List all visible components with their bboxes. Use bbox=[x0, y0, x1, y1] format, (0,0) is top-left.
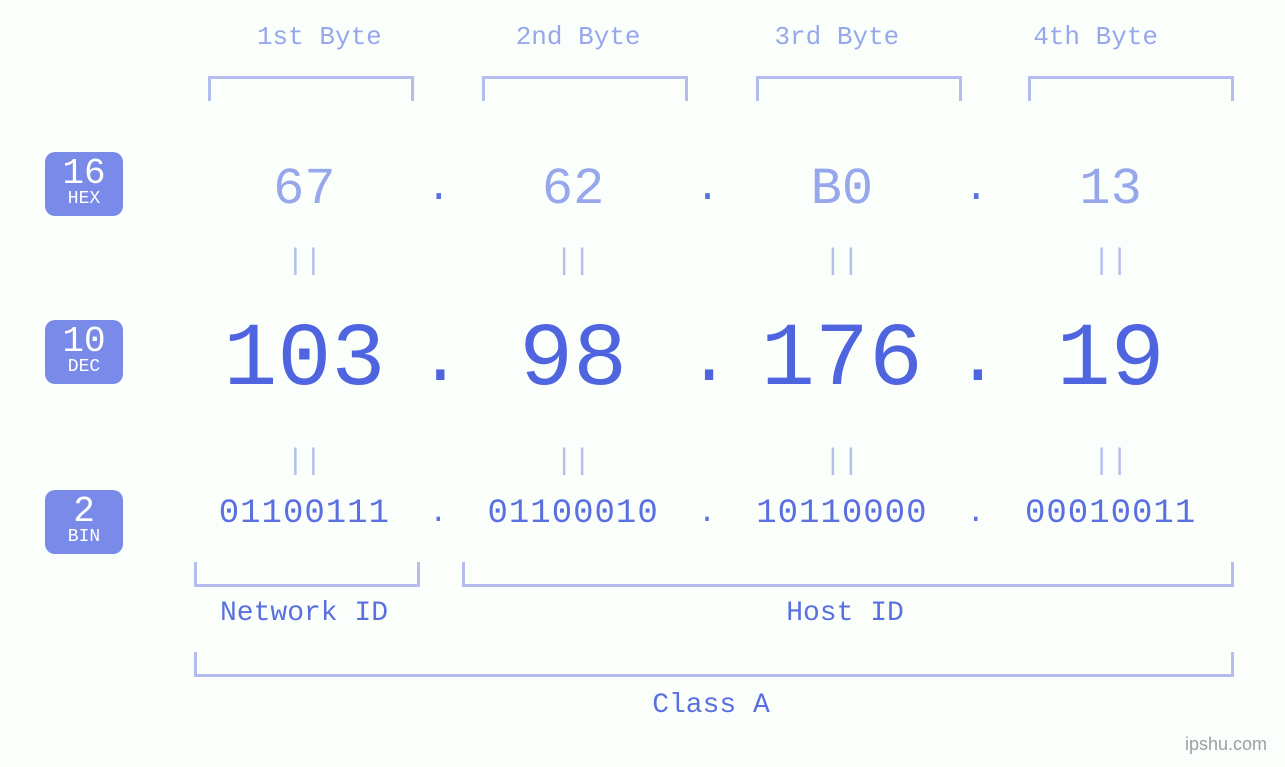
radix-base-dec: 10 bbox=[45, 324, 123, 360]
equals-row-dec-bin: || || || || bbox=[190, 445, 1225, 479]
dec-byte-3: 176 bbox=[728, 310, 957, 412]
dot-icon: . bbox=[688, 167, 728, 212]
equals-icon: || bbox=[459, 245, 688, 279]
equals-icon: || bbox=[459, 445, 688, 479]
radix-badge-dec: 10 DEC bbox=[45, 320, 123, 384]
dot-icon: . bbox=[419, 497, 459, 531]
dot-icon: . bbox=[688, 320, 728, 402]
class-bracket bbox=[194, 652, 1234, 677]
host-id-label: Host ID bbox=[462, 598, 1228, 629]
radix-badge-hex: 16 HEX bbox=[45, 152, 123, 216]
network-id-label: Network ID bbox=[194, 598, 414, 629]
byte-header-2: 2nd Byte bbox=[449, 22, 708, 52]
equals-icon: || bbox=[996, 245, 1225, 279]
hex-byte-3: B0 bbox=[728, 160, 957, 219]
byte-bracket-4 bbox=[1028, 76, 1234, 101]
radix-base-bin: 2 bbox=[45, 494, 123, 530]
bin-byte-1: 01100111 bbox=[190, 495, 419, 533]
dot-icon: . bbox=[956, 167, 996, 212]
hex-byte-4: 13 bbox=[996, 160, 1225, 219]
dot-icon: . bbox=[688, 497, 728, 531]
dec-byte-4: 19 bbox=[996, 310, 1225, 412]
dot-icon: . bbox=[419, 320, 459, 402]
equals-icon: || bbox=[728, 245, 957, 279]
radix-badge-bin: 2 BIN bbox=[45, 490, 123, 554]
watermark: ipshu.com bbox=[1185, 734, 1267, 755]
dot-icon: . bbox=[956, 497, 996, 531]
radix-label-hex: HEX bbox=[45, 190, 123, 208]
bin-byte-3: 10110000 bbox=[728, 495, 957, 533]
hex-byte-2: 62 bbox=[459, 160, 688, 219]
byte-headers-row: 1st Byte 2nd Byte 3rd Byte 4th Byte bbox=[190, 22, 1225, 52]
byte-header-4: 4th Byte bbox=[966, 22, 1225, 52]
bin-byte-2: 01100010 bbox=[459, 495, 688, 533]
bin-row: 01100111 . 01100010 . 10110000 . 0001001… bbox=[190, 495, 1225, 533]
bin-byte-4: 00010011 bbox=[996, 495, 1225, 533]
radix-base-hex: 16 bbox=[45, 156, 123, 192]
byte-bracket-3 bbox=[756, 76, 962, 101]
hex-row: 67 . 62 . B0 . 13 bbox=[190, 160, 1225, 219]
byte-header-1: 1st Byte bbox=[190, 22, 449, 52]
byte-header-3: 3rd Byte bbox=[708, 22, 967, 52]
equals-icon: || bbox=[996, 445, 1225, 479]
dec-byte-2: 98 bbox=[459, 310, 688, 412]
byte-bracket-1 bbox=[208, 76, 414, 101]
dec-byte-1: 103 bbox=[190, 310, 419, 412]
radix-label-bin: BIN bbox=[45, 528, 123, 546]
class-label: Class A bbox=[194, 690, 1228, 721]
radix-label-dec: DEC bbox=[45, 358, 123, 376]
host-id-bracket bbox=[462, 562, 1234, 587]
byte-bracket-2 bbox=[482, 76, 688, 101]
dot-icon: . bbox=[956, 320, 996, 402]
equals-icon: || bbox=[190, 445, 419, 479]
dot-icon: . bbox=[419, 167, 459, 212]
dec-row: 103 . 98 . 176 . 19 bbox=[190, 310, 1225, 412]
equals-icon: || bbox=[728, 445, 957, 479]
equals-icon: || bbox=[190, 245, 419, 279]
network-id-bracket bbox=[194, 562, 420, 587]
equals-row-hex-dec: || || || || bbox=[190, 245, 1225, 279]
hex-byte-1: 67 bbox=[190, 160, 419, 219]
